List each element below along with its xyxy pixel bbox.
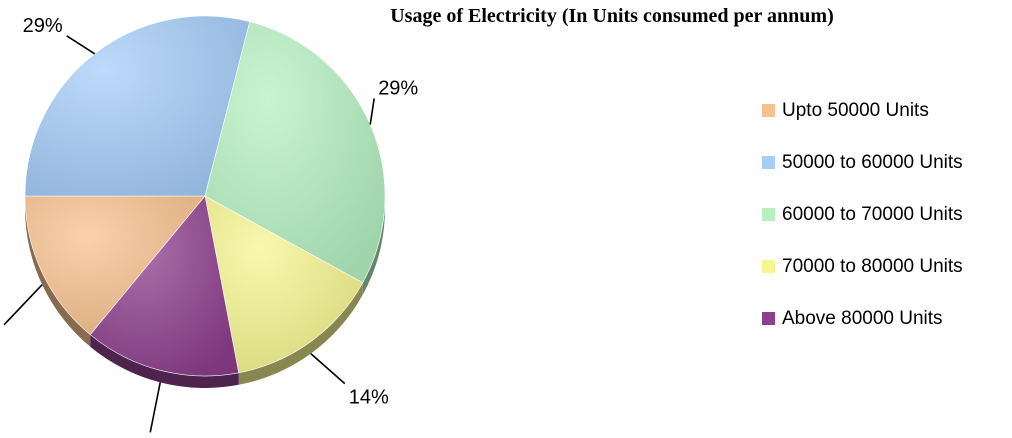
data-label-60000-to-70000-units: 29% bbox=[378, 78, 418, 100]
legend: Upto 50000 Units 50000 to 60000 Units 6000… bbox=[762, 100, 963, 329]
slice-side-70000-to-80000-units bbox=[238, 282, 363, 385]
leader-line-above-80000-units bbox=[149, 382, 162, 433]
legend-label-60000-to-70000-units: 60000 to 70000 Units bbox=[782, 204, 963, 225]
slice-side-above-80000-units bbox=[90, 334, 239, 388]
slice-70000-to-80000-units bbox=[204, 195, 364, 374]
pie-depth bbox=[25, 196, 385, 388]
legend-swatch-upto-50000-units bbox=[762, 104, 775, 117]
legend-label-50000-to-60000-units: 50000 to 60000 Units bbox=[782, 152, 963, 173]
legend-label-70000-to-80000-units: 70000 to 80000 Units bbox=[782, 256, 963, 277]
slice-60000-to-70000-units bbox=[204, 21, 386, 284]
chart-title: Usage of Electricity (In Units consumed … bbox=[390, 5, 834, 27]
legend-swatch-60000-to-70000-units bbox=[762, 208, 775, 221]
slice-above-80000-units bbox=[89, 195, 240, 377]
leader-line-60000-to-70000-units bbox=[369, 98, 375, 125]
data-labels: 14%29%29%14%14% bbox=[0, 15, 418, 438]
legend-swatch-50000-to-60000-units bbox=[762, 156, 775, 169]
data-label-50000-to-60000-units: 29% bbox=[23, 15, 63, 37]
slice-upto-50000-units bbox=[24, 195, 206, 336]
leader-lines bbox=[3, 35, 375, 433]
legend-label-upto-50000-units: Upto 50000 Units bbox=[782, 100, 929, 121]
data-label-70000-to-80000-units: 14% bbox=[349, 387, 389, 409]
legend-swatch-above-80000-units bbox=[762, 312, 775, 325]
slice-side-upto-50000-units bbox=[25, 196, 91, 347]
legend-label-above-80000-units: Above 80000 Units bbox=[782, 308, 943, 329]
leader-line-upto-50000-units bbox=[3, 284, 43, 326]
leader-line-70000-to-80000-units bbox=[310, 353, 346, 385]
data-label-above-80000-units: 14% bbox=[130, 435, 170, 438]
legend-swatch-70000-to-80000-units bbox=[762, 260, 775, 273]
pie-slices bbox=[24, 15, 386, 377]
leader-line-50000-to-60000-units bbox=[66, 35, 96, 55]
slice-side-60000-to-70000-units bbox=[362, 196, 385, 295]
